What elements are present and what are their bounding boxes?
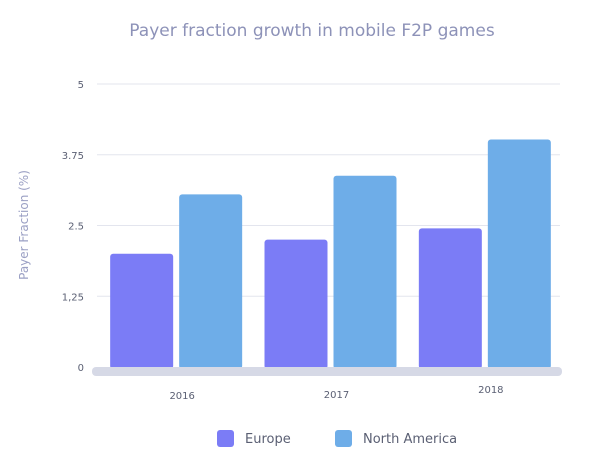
y-tick-label: 2.5 <box>68 222 84 233</box>
bar-north-america-2018 <box>487 139 551 369</box>
legend-label: North America <box>363 432 457 447</box>
x-tick-labels: 2016 2017 2018 <box>169 385 503 402</box>
legend-label: Europe <box>245 432 291 447</box>
y-axis-label: Payer Fraction (%) <box>17 170 31 280</box>
y-tick-label: 1,25 <box>62 292 84 303</box>
y-tick-label: 0 <box>78 363 84 374</box>
legend-swatch <box>217 430 234 447</box>
x-axis-baseline <box>92 367 562 376</box>
x-tick-label: 2017 <box>324 390 349 401</box>
bars <box>110 139 551 369</box>
chart-title: Payer fraction growth in mobile F2P game… <box>129 21 495 41</box>
bar-europe-2018 <box>418 228 482 369</box>
legend: Europe North America <box>217 430 457 447</box>
legend-swatch <box>335 430 352 447</box>
x-tick-label: 2018 <box>478 385 503 396</box>
x-tick-label: 2016 <box>169 391 194 402</box>
y-tick-label: 3.75 <box>62 151 84 162</box>
gridlines <box>97 83 560 297</box>
bar-europe-2017 <box>264 239 328 369</box>
y-tick-label: 5 <box>78 80 84 91</box>
bar-north-america-2017 <box>333 175 397 369</box>
y-tick-labels: 0 1,25 2.5 3.75 5 <box>62 80 84 374</box>
bar-north-america-2016 <box>179 194 243 369</box>
bar-europe-2016 <box>110 253 174 369</box>
